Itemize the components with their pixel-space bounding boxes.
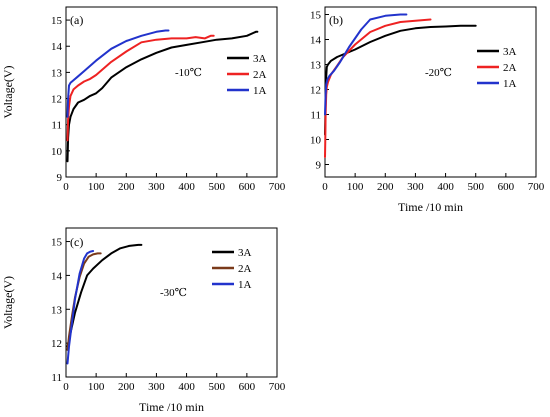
- x-tick-label: 0: [63, 381, 69, 393]
- legend-label-2A: 2A: [253, 69, 267, 81]
- y-tick-label: 11: [51, 120, 62, 132]
- y-tick-label: 12: [51, 338, 62, 350]
- legend-label-2A: 2A: [238, 263, 252, 275]
- x-tick-label: 600: [239, 381, 256, 393]
- panel-label: (c): [70, 235, 83, 249]
- temperature-annotation: -20℃: [425, 67, 452, 79]
- panel-3: 0 100 200 300 400 500 600 700 11 12 13 14 15 3A 2A 1A -3…: [1, 227, 286, 414]
- y-tick-label: 13: [310, 60, 322, 72]
- y-tick-label: 14: [310, 35, 322, 47]
- x-tick-label: 100: [88, 181, 105, 193]
- series-line-1A: [324, 13, 408, 116]
- temperature-annotation: -10℃: [175, 67, 202, 79]
- y-tick-label: 12: [51, 94, 62, 106]
- plot-frame: [65, 6, 278, 178]
- x-tick-label: 400: [178, 381, 195, 393]
- x-tick-label: 400: [178, 181, 195, 193]
- y-tick-label: 10: [51, 146, 63, 158]
- y-tick-label: 15: [310, 10, 322, 22]
- y-tick-label: 9: [57, 172, 63, 184]
- y-tick-label: 13: [51, 304, 63, 316]
- y-tick-label: 14: [51, 270, 63, 282]
- x-axis-label: Time /10 min: [139, 400, 204, 414]
- series-line-3A: [324, 24, 477, 136]
- x-tick-label: 600: [239, 181, 256, 193]
- y-axis-label: Voltage(V): [1, 276, 15, 329]
- y-axis-label: Voltage(V): [1, 65, 15, 118]
- series-line-2A: [324, 18, 432, 158]
- series-line-3A: [66, 243, 143, 348]
- x-tick-label: 700: [269, 181, 286, 193]
- x-tick-label: 500: [208, 381, 225, 393]
- x-tick-label: 100: [347, 181, 364, 193]
- y-tick-label: 11: [310, 110, 321, 122]
- plot-frame: [65, 227, 278, 378]
- x-tick-label: 200: [377, 181, 394, 193]
- y-tick-label: 15: [51, 15, 63, 27]
- x-tick-label: 700: [528, 181, 545, 193]
- x-axis-label: Time /10 min: [398, 200, 463, 214]
- legend-label-1A: 1A: [253, 85, 267, 97]
- plot-frame: [324, 6, 537, 178]
- series-line-1A: [66, 29, 170, 118]
- legend-label-3A: 3A: [238, 247, 252, 259]
- panel-1: 0 100 200 300 400 500 600 700 9 10 11 12 13 14 15 3A 2A 1…: [1, 6, 286, 193]
- x-tick-label: 300: [148, 181, 165, 193]
- x-tick-label: 0: [63, 181, 69, 193]
- x-tick-label: 200: [118, 181, 135, 193]
- y-tick-label: 9: [316, 160, 322, 172]
- panel-label: (b): [329, 13, 343, 27]
- x-tick-label: 100: [88, 381, 105, 393]
- legend-label-1A: 1A: [503, 78, 517, 90]
- series-line-3A: [66, 30, 259, 163]
- legend-label-2A: 2A: [503, 62, 517, 74]
- temperature-annotation: -30℃: [160, 287, 187, 299]
- panel-label: (a): [70, 13, 83, 27]
- y-tick-label: 13: [51, 67, 63, 79]
- series-line-2A: [66, 34, 215, 142]
- x-tick-label: 500: [467, 181, 484, 193]
- legend-label-1A: 1A: [238, 279, 252, 291]
- y-tick-label: 15: [51, 237, 63, 249]
- x-tick-label: 500: [208, 181, 225, 193]
- y-tick-label: 11: [51, 372, 62, 384]
- legend-label-3A: 3A: [503, 46, 517, 58]
- x-tick-label: 700: [269, 381, 286, 393]
- y-tick-label: 14: [51, 41, 63, 53]
- panel-2: 0 100 200 300 400 500 600 700 9 10 11 12 13 14 15 3A 2A 1…: [310, 6, 545, 214]
- y-tick-label: 12: [310, 85, 321, 97]
- x-tick-label: 300: [407, 181, 424, 193]
- x-tick-label: 200: [118, 381, 135, 393]
- x-tick-label: 400: [437, 181, 454, 193]
- x-tick-label: 0: [322, 181, 328, 193]
- series-line-1A: [66, 250, 95, 365]
- x-tick-label: 600: [498, 181, 515, 193]
- x-tick-label: 300: [148, 381, 165, 393]
- legend-label-3A: 3A: [253, 53, 267, 65]
- series-line-2A: [66, 252, 102, 351]
- y-tick-label: 10: [310, 135, 322, 147]
